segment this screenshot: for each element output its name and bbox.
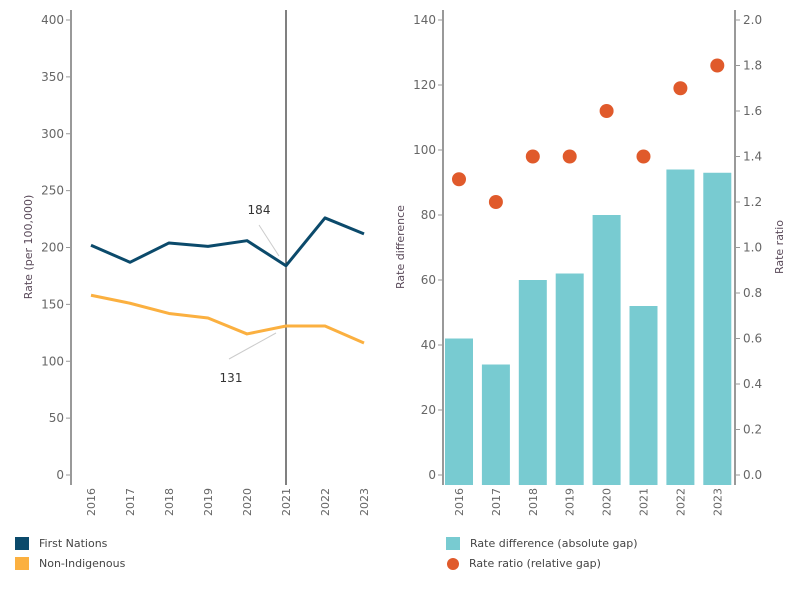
bar xyxy=(518,280,547,485)
x-tick-label: 2022 xyxy=(319,488,332,516)
ratio-point xyxy=(673,81,688,96)
x-tick-label: 2017 xyxy=(124,488,137,516)
y-tick-label: 40 xyxy=(421,338,436,352)
legend-item-non-indigenous: Non-Indigenous xyxy=(15,557,125,570)
x-tick-label: 2021 xyxy=(280,488,293,516)
y-tick-label: 100 xyxy=(41,354,64,368)
x-tick-label: 2020 xyxy=(601,488,614,516)
ratio-point xyxy=(562,149,577,164)
x-tick-label: 2022 xyxy=(674,488,687,516)
y2-tick-label: 1.8 xyxy=(743,59,762,73)
legend-item-first-nations: First Nations xyxy=(15,537,107,550)
legend-dot xyxy=(447,557,459,570)
x-tick-label: 2020 xyxy=(241,488,254,516)
x-tick-label: 2023 xyxy=(358,488,371,516)
y2-tick-label: 1.4 xyxy=(743,150,762,164)
ratio-point xyxy=(636,149,651,164)
y2-tick-label: 1.0 xyxy=(743,241,762,255)
y-tick-label: 0 xyxy=(428,468,436,482)
ratio-point xyxy=(599,104,614,118)
x-tick-label: 2019 xyxy=(202,488,215,516)
y-tick-label: 50 xyxy=(49,411,64,425)
y2-tick-label: 0.2 xyxy=(743,423,762,437)
legend-label: Rate difference (absolute gap) xyxy=(470,537,638,550)
y-tick-label: 80 xyxy=(421,208,436,222)
y-tick-label: 350 xyxy=(41,70,64,84)
annotation-label: 184 xyxy=(248,203,271,217)
bar xyxy=(592,215,621,485)
y-tick-label: 150 xyxy=(41,297,64,311)
annotation-leader xyxy=(228,332,277,360)
y-tick-label: 0 xyxy=(56,468,64,482)
y2-tick-label: 1.6 xyxy=(743,104,762,118)
x-tick-label: 2021 xyxy=(638,488,651,516)
ratio-point xyxy=(710,58,725,73)
x-tick-label: 2018 xyxy=(527,488,540,516)
legend-label: Non-Indigenous xyxy=(39,557,126,570)
y2-tick-label: 0.4 xyxy=(743,377,762,391)
legend-item-rate-difference: Rate difference (absolute gap) xyxy=(446,537,638,550)
bar xyxy=(445,338,473,485)
y2-tick-label: 0.8 xyxy=(743,286,762,300)
y-tick-label: 140 xyxy=(413,13,436,27)
y-tick-label: 300 xyxy=(41,127,64,141)
x-tick-label: 2016 xyxy=(85,488,98,516)
y-tick-label: 200 xyxy=(41,241,64,255)
series-line-first-nations xyxy=(90,216,365,268)
legend-item-rate-ratio: Rate ratio (relative gap) xyxy=(447,557,601,570)
bar xyxy=(666,169,695,485)
y-tick-label: 20 xyxy=(421,403,436,417)
y-tick-label: 250 xyxy=(41,184,64,198)
x-tick-label: 2017 xyxy=(490,488,503,516)
ratio-point xyxy=(452,172,466,187)
y2-tick-label: 0.6 xyxy=(743,332,762,346)
y-axis-label: Rate difference xyxy=(394,205,407,289)
bar xyxy=(555,273,584,485)
y-tick-label: 400 xyxy=(41,13,64,27)
y-tick-label: 60 xyxy=(421,273,436,287)
legend-label: First Nations xyxy=(39,537,108,550)
ratio-point xyxy=(488,195,503,209)
x-tick-label: 2018 xyxy=(163,488,176,516)
y2-tick-label: 0.0 xyxy=(743,468,762,482)
legend-label: Rate ratio (relative gap) xyxy=(469,557,601,570)
y2-tick-label: 1.2 xyxy=(743,195,762,209)
x-tick-label: 2023 xyxy=(711,488,724,516)
legend-swatch xyxy=(446,537,460,550)
ratio-point xyxy=(525,149,540,164)
y2-tick-label: 2.0 xyxy=(743,13,762,27)
annotation-label: 131 xyxy=(220,371,243,385)
bar xyxy=(629,306,658,485)
bar xyxy=(481,364,510,485)
y-tick-label: 100 xyxy=(413,143,436,157)
y2-axis-label: Rate ratio xyxy=(773,220,786,274)
bar xyxy=(703,172,732,485)
y-axis-label: Rate (per 100,000) xyxy=(22,195,35,300)
y-tick-label: 120 xyxy=(413,78,436,92)
legend-swatch xyxy=(15,557,29,570)
annotation-leader xyxy=(258,224,280,257)
x-tick-label: 2016 xyxy=(453,488,466,516)
series-line-non-indigenous xyxy=(90,293,365,345)
legend-swatch xyxy=(15,537,29,550)
x-tick-label: 2019 xyxy=(564,488,577,516)
